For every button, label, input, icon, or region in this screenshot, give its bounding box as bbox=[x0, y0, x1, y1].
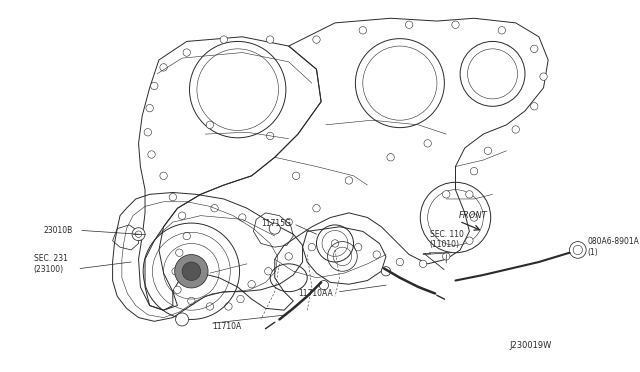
Circle shape bbox=[146, 105, 154, 112]
Circle shape bbox=[332, 240, 339, 247]
Text: 11710A: 11710A bbox=[212, 323, 242, 331]
Text: SEC. 231
(23100): SEC. 231 (23100) bbox=[34, 254, 68, 273]
Circle shape bbox=[182, 262, 200, 280]
Circle shape bbox=[308, 243, 316, 251]
Circle shape bbox=[206, 121, 214, 129]
Circle shape bbox=[237, 295, 244, 303]
Circle shape bbox=[174, 286, 181, 294]
Circle shape bbox=[292, 172, 300, 180]
Circle shape bbox=[406, 21, 413, 28]
Circle shape bbox=[359, 27, 367, 34]
Circle shape bbox=[313, 205, 320, 212]
Text: 11715G: 11715G bbox=[261, 219, 291, 228]
Text: FRONT: FRONT bbox=[459, 211, 488, 220]
Circle shape bbox=[160, 172, 167, 180]
Circle shape bbox=[512, 126, 520, 133]
Circle shape bbox=[266, 36, 274, 43]
Circle shape bbox=[160, 64, 167, 71]
Circle shape bbox=[175, 254, 208, 288]
Circle shape bbox=[206, 303, 214, 310]
Circle shape bbox=[264, 267, 272, 275]
Circle shape bbox=[150, 82, 158, 90]
Circle shape bbox=[470, 214, 477, 221]
Circle shape bbox=[319, 280, 328, 290]
Text: 11710AA: 11710AA bbox=[298, 289, 333, 298]
Circle shape bbox=[183, 232, 191, 240]
Circle shape bbox=[175, 249, 183, 256]
Circle shape bbox=[285, 253, 292, 260]
Circle shape bbox=[373, 251, 380, 258]
Circle shape bbox=[169, 193, 177, 201]
Circle shape bbox=[175, 313, 189, 326]
Circle shape bbox=[285, 218, 292, 226]
Circle shape bbox=[470, 167, 477, 175]
Circle shape bbox=[225, 303, 232, 310]
Circle shape bbox=[266, 132, 274, 140]
Circle shape bbox=[148, 151, 156, 158]
Text: 23010B: 23010B bbox=[43, 226, 72, 235]
Circle shape bbox=[452, 21, 459, 28]
Circle shape bbox=[248, 280, 255, 288]
Circle shape bbox=[466, 237, 473, 244]
Circle shape bbox=[419, 260, 427, 267]
Circle shape bbox=[484, 147, 492, 154]
Circle shape bbox=[381, 267, 390, 276]
Circle shape bbox=[144, 129, 152, 136]
Circle shape bbox=[183, 49, 191, 56]
Circle shape bbox=[396, 258, 404, 266]
Circle shape bbox=[345, 177, 353, 184]
Circle shape bbox=[442, 253, 450, 260]
Circle shape bbox=[570, 241, 586, 258]
Circle shape bbox=[531, 103, 538, 110]
Circle shape bbox=[355, 243, 362, 251]
Circle shape bbox=[211, 205, 218, 212]
Text: J230019W: J230019W bbox=[509, 341, 552, 350]
Circle shape bbox=[466, 190, 473, 198]
Circle shape bbox=[179, 212, 186, 219]
Circle shape bbox=[188, 297, 195, 305]
Text: SEC. 110
(11010): SEC. 110 (11010) bbox=[429, 230, 463, 263]
Circle shape bbox=[498, 27, 506, 34]
Circle shape bbox=[424, 140, 431, 147]
Circle shape bbox=[220, 36, 227, 43]
Circle shape bbox=[239, 214, 246, 221]
Circle shape bbox=[132, 228, 145, 241]
Circle shape bbox=[172, 267, 179, 275]
Circle shape bbox=[540, 73, 547, 80]
Circle shape bbox=[531, 45, 538, 52]
Text: 080A6-8901A
(1): 080A6-8901A (1) bbox=[587, 237, 639, 257]
Circle shape bbox=[313, 36, 320, 43]
Circle shape bbox=[442, 190, 450, 198]
Circle shape bbox=[269, 223, 280, 234]
Circle shape bbox=[387, 154, 394, 161]
